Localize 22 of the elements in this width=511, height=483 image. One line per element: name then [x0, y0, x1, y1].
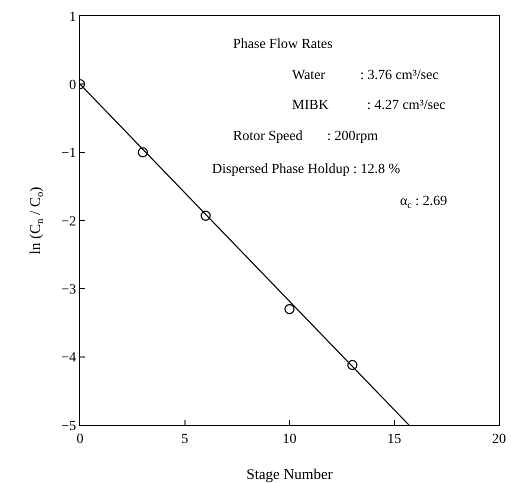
y-tick-label: −3: [61, 282, 76, 298]
annotation: Phase Flow Rates: [233, 37, 333, 52]
y-tick-label: −5: [61, 418, 76, 434]
point: [284, 304, 295, 314]
x-tick-label: 15: [387, 432, 402, 447]
annotation: Water : 3.76 cm³/sec: [292, 68, 439, 83]
x-axis-title: Stage Number: [246, 467, 333, 483]
point: [347, 360, 358, 370]
annotation: MIBK : 4.27 cm³/sec: [292, 98, 446, 113]
x-tick-label: 20: [492, 432, 506, 447]
y-tick-label: −1: [61, 146, 76, 162]
point: [138, 147, 148, 158]
annotation: Dispersed Phase Holdup : 12.8 %: [212, 162, 401, 177]
annotation: α$_{c}$ : 2.69: [400, 194, 448, 211]
annotation: Rotor Speed : 200rpm: [233, 129, 378, 144]
x-tick-label: 10: [282, 432, 296, 447]
point: [200, 210, 211, 221]
x-tick-label: 5: [181, 432, 188, 447]
y-tick-label: 1: [69, 10, 76, 25]
y-tick-label: −2: [61, 214, 76, 230]
y-tick-label: 0: [69, 78, 76, 94]
y-tick-label: −4: [61, 350, 76, 366]
